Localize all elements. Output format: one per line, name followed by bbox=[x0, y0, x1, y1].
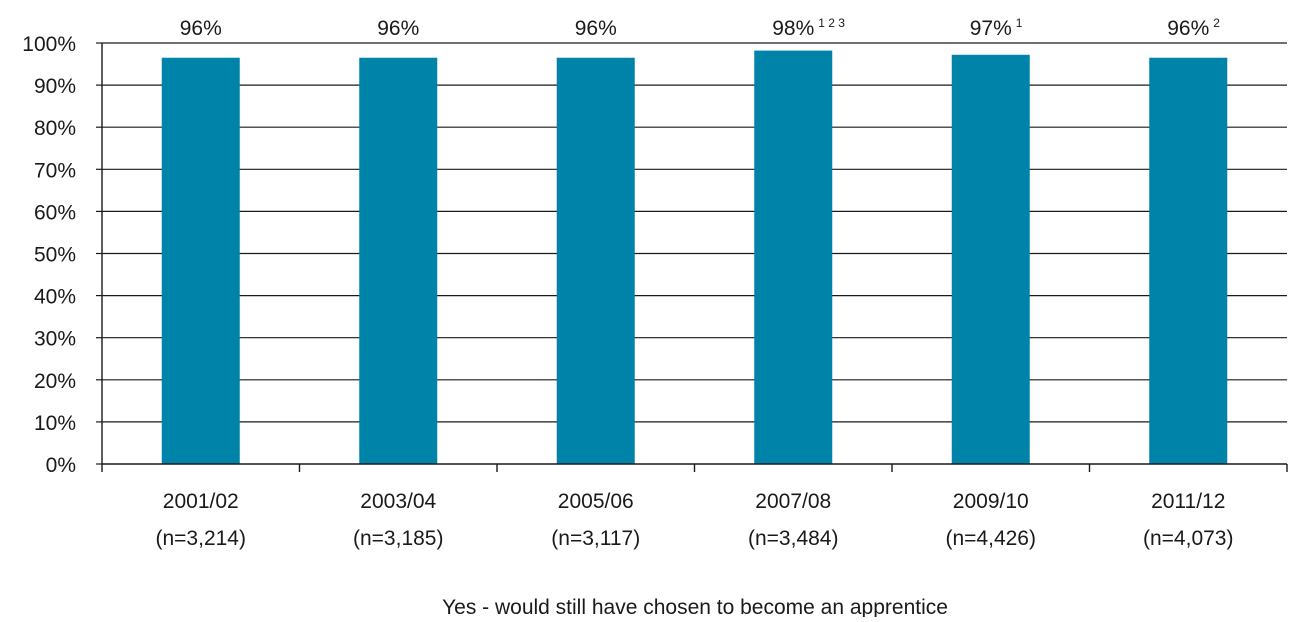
x-tick-label: 2003/04 bbox=[360, 490, 436, 513]
x-tick-sample-size: (n=3,185) bbox=[353, 527, 443, 550]
bar-2005-06 bbox=[556, 57, 635, 465]
data-label: 96% bbox=[575, 17, 617, 40]
data-label: 96% bbox=[377, 17, 419, 40]
x-tick-sample-size: (n=3,484) bbox=[748, 527, 838, 550]
x-tick-label: 2007/08 bbox=[755, 490, 831, 513]
data-label: 96% bbox=[1167, 17, 1209, 40]
bar-2009-10 bbox=[951, 54, 1030, 465]
bar-2003-04 bbox=[359, 57, 438, 465]
x-tick-label: 2009/10 bbox=[953, 490, 1029, 513]
significance-superscript: 2 bbox=[1213, 16, 1220, 30]
data-label: 96% bbox=[180, 17, 222, 40]
y-tick-label: 30% bbox=[34, 328, 76, 351]
y-tick-label: 70% bbox=[34, 159, 76, 182]
axes bbox=[96, 42, 1288, 472]
x-tick-sample-size: (n=3,214) bbox=[156, 527, 246, 550]
x-tick-label: 2011/12 bbox=[1151, 490, 1225, 513]
y-tick-label: 80% bbox=[34, 117, 76, 140]
significance-superscript: 1 bbox=[1016, 16, 1023, 30]
significance-superscript: 1 2 3 bbox=[818, 16, 845, 30]
gridlines bbox=[102, 42, 1287, 423]
y-tick-label: 20% bbox=[34, 370, 76, 393]
data-label: 98% bbox=[772, 17, 814, 40]
data-label: 97% bbox=[970, 17, 1012, 40]
x-tick-sample-size: (n=3,117) bbox=[551, 527, 640, 550]
bar-2007-08 bbox=[754, 50, 833, 464]
x-tick-label: 2001/02 bbox=[163, 490, 239, 513]
x-tick-sample-size: (n=4,426) bbox=[946, 527, 1036, 550]
bar-2011-12 bbox=[1149, 57, 1228, 465]
bars bbox=[161, 50, 1228, 465]
x-tick-sample-size: (n=4,073) bbox=[1143, 527, 1233, 550]
y-tick-label: 40% bbox=[34, 286, 76, 309]
y-tick-label: 10% bbox=[34, 412, 76, 435]
y-tick-label: 60% bbox=[34, 201, 76, 224]
labels: 0% 10% 20% 30% 40% 50% 60% 70% 80% 90% 100% 2001/02… bbox=[22, 16, 1233, 550]
bar-2001-02 bbox=[161, 57, 240, 465]
y-tick-label: 0% bbox=[46, 454, 76, 477]
y-tick-label: 90% bbox=[34, 75, 76, 98]
x-tick-label: 2005/06 bbox=[558, 490, 634, 513]
y-tick-label: 50% bbox=[34, 244, 76, 267]
y-tick-label: 100% bbox=[22, 33, 76, 56]
x-axis-title: Yes - would still have chosen to become … bbox=[442, 596, 948, 617]
